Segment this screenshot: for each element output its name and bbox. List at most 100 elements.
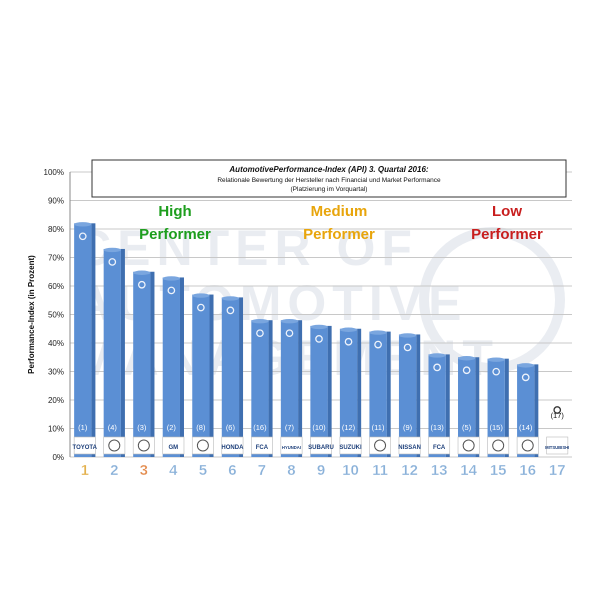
brand-logo-text: FCA [256, 445, 269, 451]
x-tick-label: 6 [228, 462, 236, 479]
bar-shade [209, 294, 214, 457]
brand-logo-mark [137, 439, 150, 452]
bar-cap [517, 363, 535, 368]
brand-logo-tile [280, 436, 303, 455]
bar-shade [386, 331, 391, 457]
bar-cap [162, 276, 180, 281]
y-tick-label: 40% [48, 339, 64, 348]
bar-marker [344, 337, 353, 346]
prev-rank-label: (17) [551, 411, 565, 420]
bar-shade [268, 320, 273, 457]
bar-marker [433, 363, 441, 372]
bar-shade [357, 328, 362, 457]
brand-logo-text: FCA [433, 445, 446, 451]
bar [339, 328, 358, 457]
bar-marker [167, 286, 176, 295]
chart-subtitle-line: (Platzierung im Vorquartal) [291, 186, 368, 193]
x-tick-label: 5 [199, 462, 207, 479]
bar-marker [462, 366, 471, 375]
bar-shade [504, 358, 509, 457]
group-label-line1: Medium [311, 203, 368, 220]
y-tick-label: 60% [48, 282, 64, 291]
x-tick-label: 8 [287, 462, 295, 479]
y-tick-label: 100% [44, 168, 64, 177]
brand-logo-tile [103, 436, 126, 455]
brand-logo-tile [191, 436, 214, 455]
x-tick-label: 17 [549, 462, 566, 479]
bar [310, 325, 328, 457]
bar-marker [137, 280, 146, 289]
bar-cap [192, 293, 210, 298]
y-tick-label: 90% [48, 197, 64, 206]
group-label-line2: Performer [303, 226, 375, 243]
prev-rank-label: (15) [490, 423, 504, 432]
x-tick-label: 14 [460, 462, 477, 479]
brand-logo-tile [516, 436, 539, 455]
x-tick-label: 4 [169, 462, 178, 479]
bar-shade [416, 334, 421, 457]
brand-logo-tile [457, 436, 480, 455]
group-label-line1: Low [492, 203, 522, 220]
brand-logo-tile [132, 436, 155, 455]
x-tick-label: 16 [519, 462, 536, 479]
y-axis-label: Performance-Index (in Prozent) [27, 255, 36, 374]
bar-cap [221, 296, 240, 301]
prev-rank-label: (3) [137, 423, 147, 432]
x-tick-label: 15 [490, 462, 507, 479]
bar [428, 354, 446, 457]
brand-logo-tile [339, 436, 362, 455]
brand-logo-mark [462, 439, 475, 452]
brand-logo-text: GM [169, 445, 179, 451]
bar-marker [226, 306, 235, 315]
y-tick-label: 30% [48, 368, 64, 377]
bar-cap [280, 319, 299, 324]
chart-subtitle-line: Relationale Bewertung der Hersteller nac… [217, 177, 441, 184]
y-tick-label: 80% [48, 225, 64, 234]
x-tick-label: 10 [342, 462, 359, 479]
brand-logo-text: HONDA [221, 445, 244, 451]
bar-marker [197, 303, 205, 312]
chart-title: AutomotivePerformance-Index (API) 3. Qua… [228, 165, 429, 174]
bar-cap [103, 247, 121, 253]
prev-rank-label: (5) [462, 423, 472, 432]
bar-marker [285, 329, 294, 338]
prev-rank-label: (9) [403, 423, 413, 432]
brand-logo-tile [369, 436, 391, 455]
bar-shade [91, 223, 96, 457]
bar-marker [521, 373, 530, 382]
title-box [91, 159, 567, 198]
brand-logo-text: MITSUBISHI [545, 445, 569, 450]
bar-shade [120, 248, 125, 457]
bar-cap [398, 333, 417, 338]
brand-logo-tile [398, 436, 421, 455]
x-tick-label: 7 [258, 462, 266, 479]
x-tick-label: 12 [401, 462, 418, 479]
brand-logo-tile [546, 436, 569, 455]
brand-logo-text: SUBARU [308, 445, 334, 451]
bar-shade [445, 354, 450, 457]
y-tick-label: 10% [48, 425, 64, 434]
prev-rank-label: (14) [519, 423, 533, 432]
y-tick-label: 50% [48, 311, 64, 320]
bar [221, 297, 240, 457]
y-tick-label: 70% [48, 254, 64, 263]
bar [487, 358, 505, 457]
prev-rank-label: (10) [312, 423, 326, 432]
x-tick-label: 9 [317, 462, 325, 479]
bar [103, 248, 121, 457]
brand-logo-mark [492, 439, 505, 452]
group-label-line2: Performer [139, 226, 211, 243]
brand-logo-mark [521, 439, 534, 452]
bar-marker [315, 335, 323, 343]
bar-cap [487, 357, 505, 362]
prev-rank-label: (4) [108, 423, 118, 432]
bar-cap [458, 356, 476, 361]
prev-rank-label: (16) [253, 423, 267, 432]
bar [133, 271, 151, 457]
bar [517, 364, 535, 457]
prev-rank-label: (6) [226, 423, 236, 432]
brand-logo-tile [73, 436, 96, 455]
x-tick-label: 2 [110, 462, 118, 479]
brand-logo-mark [374, 439, 387, 452]
